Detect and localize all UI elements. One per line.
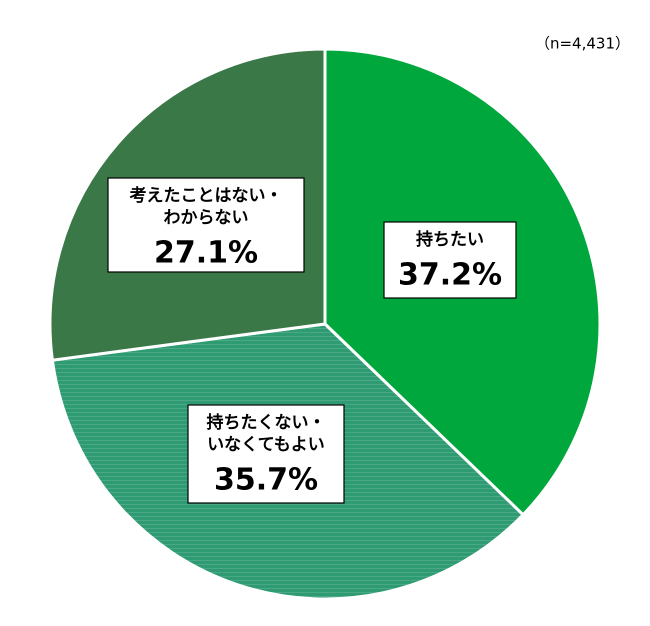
slice-label: 持ちたい [416,229,484,250]
label-box [187,404,345,504]
value-label: 27.1% [154,236,258,271]
sample-note: （n=4,431） [535,35,630,53]
slice-label: 持ちたくない・ [207,412,326,433]
label-box [107,177,305,273]
slice-label: わからない [164,208,249,228]
label-box [383,221,517,299]
value-label: 37.2% [398,258,502,293]
slice-label: いなくてもよい [207,435,325,455]
slice-label: 考えたことはない・ [129,185,283,206]
value-label: 35.7% [214,463,318,498]
